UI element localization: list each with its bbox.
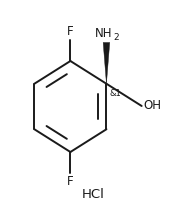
Text: F: F [67,175,74,188]
Text: HCl: HCl [82,188,105,201]
Text: F: F [67,25,74,38]
Polygon shape [103,42,110,84]
Text: 2: 2 [114,33,119,42]
Text: NH: NH [95,27,113,40]
Text: OH: OH [144,99,162,112]
Text: &1: &1 [110,89,122,98]
